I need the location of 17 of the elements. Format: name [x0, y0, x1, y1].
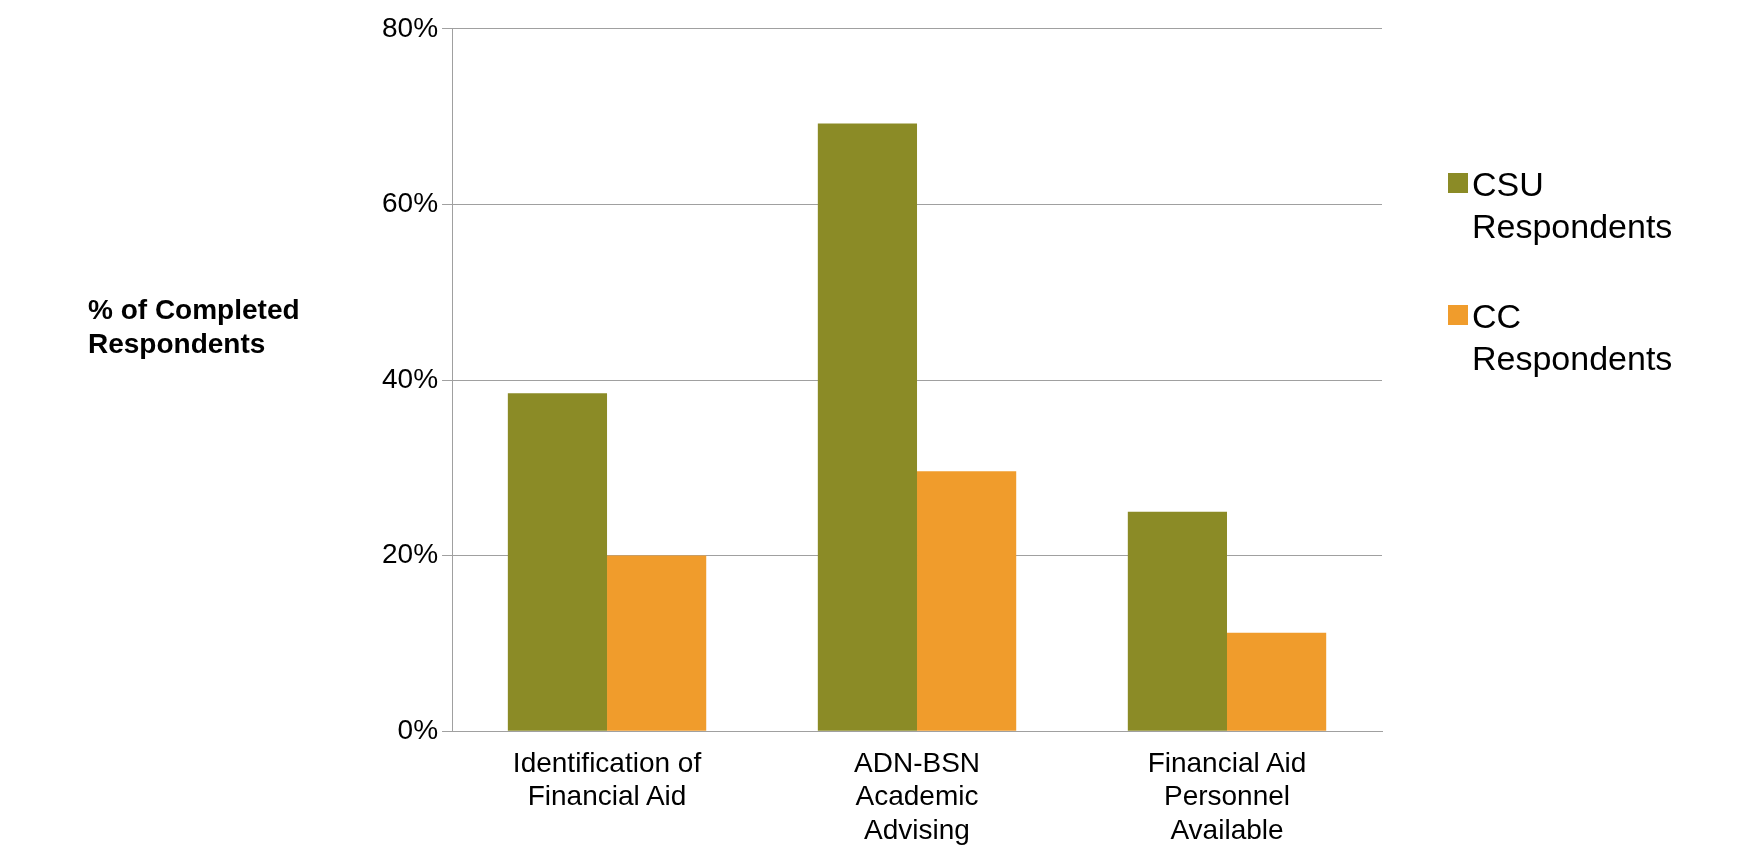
y-axis-title: % of Completed Respondents: [88, 293, 301, 361]
y-tick-label: 40%: [381, 362, 439, 394]
bar: [607, 555, 707, 731]
x-tick-label: Identification of Financial Aid: [512, 746, 702, 812]
y-tick-label: 80%: [381, 11, 439, 43]
bar: [917, 471, 1017, 731]
legend-label: CSU Respondents: [1472, 164, 1674, 247]
y-tick-label: 60%: [381, 187, 439, 219]
bar: [1127, 511, 1228, 731]
legend-label: CC Respondents: [1472, 296, 1674, 379]
bar: [1227, 632, 1327, 731]
bar: [507, 393, 608, 731]
y-tick-label: 20%: [381, 538, 439, 570]
bar: [817, 123, 918, 731]
x-tick-label: ADN-BSN Academic Advising: [854, 746, 981, 845]
y-tick-label: 0%: [397, 713, 439, 745]
x-tick-label: Financial Aid Personnel Available: [1147, 746, 1307, 845]
